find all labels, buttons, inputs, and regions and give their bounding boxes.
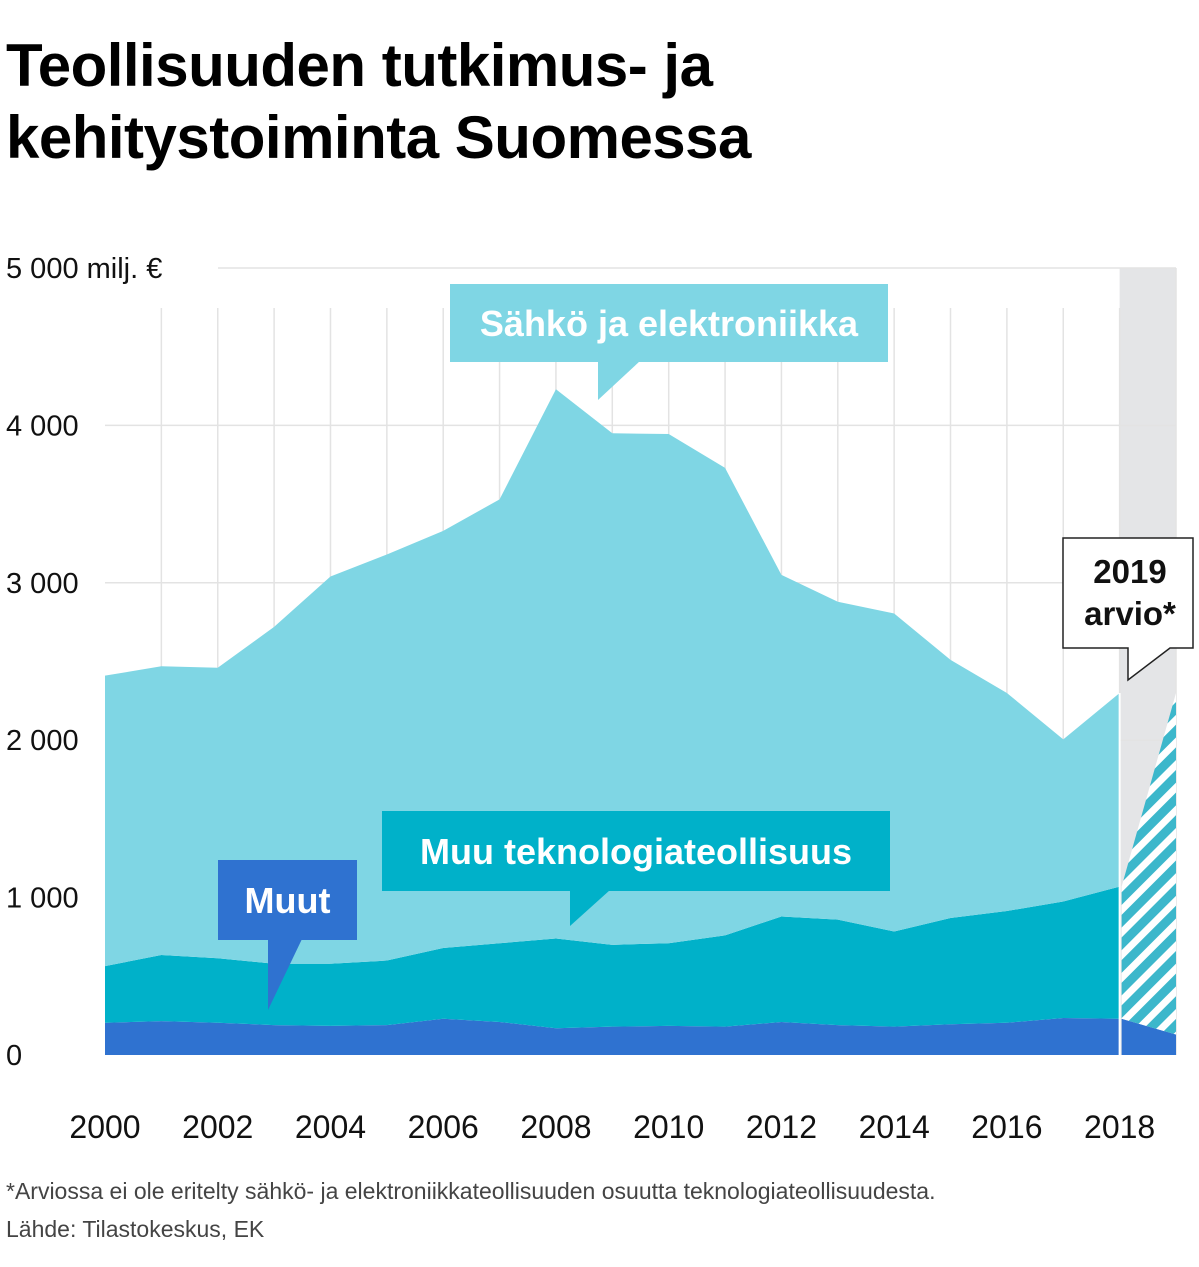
chart-title-line2: kehitystoiminta Suomessa [6,104,751,171]
estimate-callout-box [1062,537,1194,682]
callout-muut-pointer [268,939,302,1010]
axis-ticks: 0 1 000 2 000 3 000 4 000 5 000 milj. € 2000 20… [6,253,1155,1145]
callout-sahko: Sähkö ja elektroniikka [450,284,888,400]
estimate-callout: 2019 arvio* [1062,537,1194,682]
area-estimate-muut [1121,1018,1176,1055]
area-muu-teknologiateollisuus [105,886,1120,1029]
callouts: Sähkö ja elektroniikka Muu teknologiateol… [218,284,1194,1010]
callout-muut: Muut [218,860,357,1010]
x-tick-label-2000: 2000 [69,1109,140,1145]
source-note: Lähde: Tilastokeskus, EK [6,1216,265,1242]
x-tick-label-2002: 2002 [182,1109,253,1145]
x-tick-label-2012: 2012 [746,1109,817,1145]
y-tick-label-0: 0 [6,1040,22,1072]
y-tick-label-2000: 2 000 [6,725,79,757]
area-estimate-muu-teknologiateollisuus [1121,692,1176,1035]
callout-muu-tekno-pointer [570,890,610,926]
callout-muut-label: Muut [245,880,331,921]
x-tick-label-2006: 2006 [408,1109,479,1145]
callout-muu-tekno-box [382,811,890,891]
area-muut [105,1018,1120,1055]
callout-sahko-pointer [598,361,640,400]
x-tick-label-2018: 2018 [1084,1109,1155,1145]
x-tick-label-2008: 2008 [520,1109,591,1145]
y-tick-label-3000: 3 000 [6,568,79,600]
callout-muu-tekno-label: Muu teknologiateollisuus [420,831,852,872]
x-tick-label-2016: 2016 [971,1109,1042,1145]
chart-title-line1: Teollisuuden tutkimus- ja [6,32,713,99]
estimate-label-line2: arvio* [1084,595,1176,632]
stacked-area-chart: 0 1 000 2 000 3 000 4 000 5 000 milj. € 2000 20… [6,253,1194,1145]
y-tick-label-1000: 1 000 [6,883,79,915]
callout-muu-tekno: Muu teknologiateollisuus [382,811,890,926]
x-tick-label-2014: 2014 [859,1109,930,1145]
footnote: *Arviossa ei ole eritelty sähkö- ja elek… [6,1178,936,1204]
chart-title: Teollisuuden tutkimus- ja kehitystoimint… [6,30,1186,174]
y-tick-label-4000: 4 000 [6,410,79,442]
x-tick-label-2010: 2010 [633,1109,704,1145]
callout-sahko-box [450,284,888,362]
x-tick-label-2004: 2004 [295,1109,366,1145]
callout-muut-box [218,860,357,940]
y-tick-label-5000: 5 000 milj. € [6,253,162,285]
estimate-label-line1: 2019 [1093,553,1166,590]
callout-sahko-label: Sähkö ja elektroniikka [480,303,859,344]
area-series [105,389,1176,1055]
